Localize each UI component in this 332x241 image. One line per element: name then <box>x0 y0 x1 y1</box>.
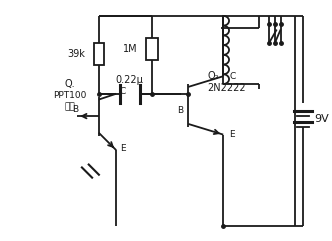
Text: Q.: Q. <box>64 79 75 89</box>
Text: Q₂: Q₂ <box>208 71 219 81</box>
Text: C: C <box>120 87 126 96</box>
Text: 1M: 1M <box>123 44 137 54</box>
Text: 2N2222: 2N2222 <box>208 83 246 93</box>
Bar <box>146 38 158 60</box>
Bar <box>94 43 104 65</box>
Text: 9V: 9V <box>315 114 329 124</box>
Text: PPT100: PPT100 <box>53 91 86 100</box>
Text: E: E <box>229 130 235 139</box>
Text: C: C <box>229 72 235 81</box>
Text: 不用: 不用 <box>64 102 75 111</box>
Text: 0.22μ: 0.22μ <box>116 75 144 85</box>
Text: E: E <box>120 144 126 153</box>
Text: B: B <box>177 106 183 115</box>
Text: B: B <box>72 105 78 114</box>
Text: 39k: 39k <box>67 49 85 59</box>
